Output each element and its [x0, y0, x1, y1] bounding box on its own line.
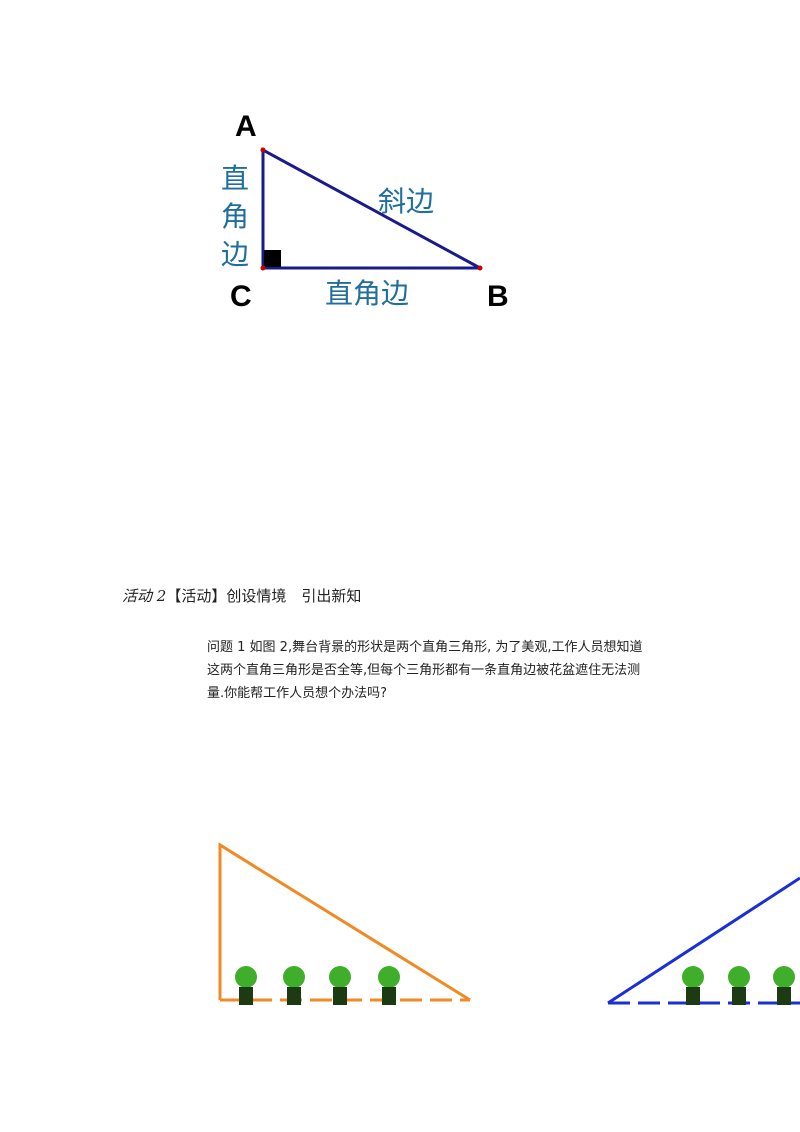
vertex-dot — [260, 147, 266, 153]
heading: 活动 2【活动】创设情境 引出新知 — [122, 585, 361, 606]
vertex-dot — [477, 265, 483, 271]
problem-line: 问题 1 如图 2,舞台背景的形状是两个直角三角形, 为了美观,工作人员想知道 — [207, 640, 643, 655]
leg-label: 直角边 — [325, 277, 410, 310]
flowerpots — [235, 966, 795, 1005]
heading-label: 活动 2 — [122, 587, 167, 605]
leg-label: 直角边 — [220, 162, 249, 271]
vertex-label: A — [235, 110, 257, 143]
vertex-label: B — [487, 280, 509, 313]
figure-2 — [218, 842, 800, 1005]
heading-text: 【活动】创设情境 引出新知 — [166, 587, 362, 605]
blue-hypotenuse — [607, 876, 800, 1005]
vertex-label: C — [230, 280, 252, 313]
vertex-dot — [260, 265, 266, 271]
figure-1 — [260, 147, 483, 271]
right-angle-mark — [264, 250, 281, 267]
right-triangle — [261, 147, 481, 270]
orange-triangle — [218, 842, 471, 1002]
problem-line: 这两个直角三角形是否全等,但每个三角形都有一条直角边被花盆遮住无法测 — [207, 663, 641, 678]
problem-line: 量.你能帮工作人员想个办法吗? — [207, 686, 388, 701]
hypotenuse-label: 斜边 — [378, 185, 435, 218]
